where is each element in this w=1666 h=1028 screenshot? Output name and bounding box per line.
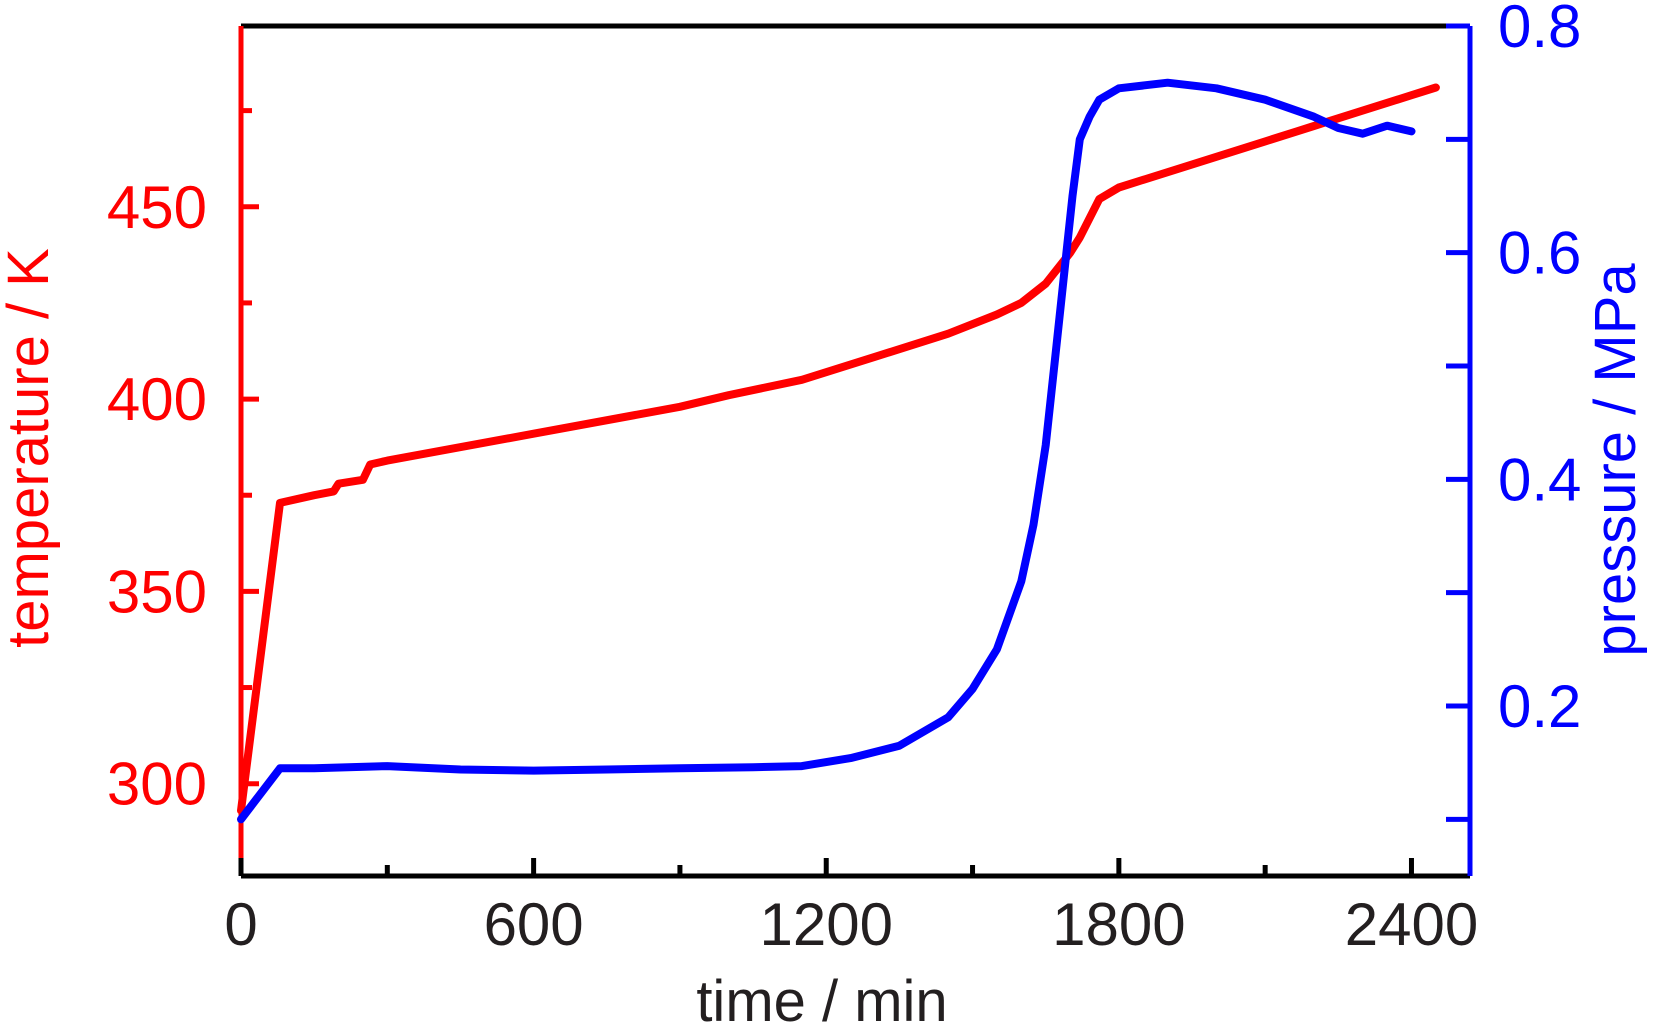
x-tick-label: 1800	[1052, 891, 1185, 958]
y-axis-title: temperature / K	[0, 248, 61, 648]
x-axis-title: time / min	[696, 969, 947, 1028]
y-tick-label: 450	[107, 174, 207, 241]
y2-tick-label: 0.4	[1498, 446, 1581, 513]
y-tick-label: 350	[107, 558, 207, 625]
y2-tick-label: 0.2	[1498, 673, 1581, 740]
y-tick-label: 300	[107, 751, 207, 818]
y2-tick-label: 0.8	[1498, 0, 1581, 60]
temperature-line	[237, 83, 1440, 815]
x-tick-label: 600	[484, 891, 584, 958]
y-tick-label: 400	[107, 366, 207, 433]
y2-tick-label: 0.6	[1498, 220, 1581, 287]
x-tick-label: 1200	[759, 891, 892, 958]
pressure-line	[237, 78, 1416, 824]
x-tick-label: 0	[224, 891, 257, 958]
x-tick-label: 2400	[1345, 891, 1478, 958]
y2-axis-title: pressure / MPa	[1583, 263, 1648, 657]
